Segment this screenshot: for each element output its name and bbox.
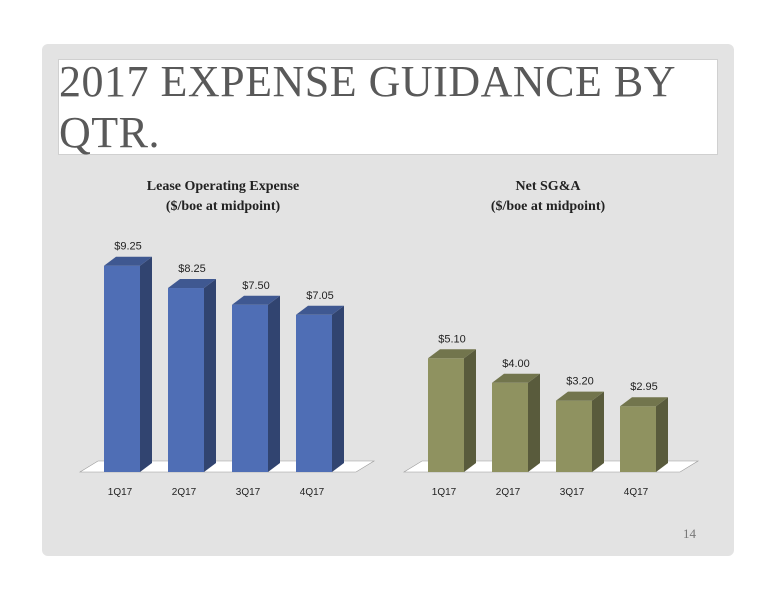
bar-side	[528, 373, 540, 472]
chart-title: Lease Operating Expense	[147, 179, 299, 194]
bar	[296, 305, 344, 472]
category-label: 4Q17	[624, 487, 649, 498]
bar-front	[556, 400, 592, 472]
chart-subtitle: ($/boe at midpoint)	[166, 199, 281, 214]
bar	[232, 295, 280, 472]
data-label: $4.00	[502, 358, 530, 370]
data-label: $5.10	[438, 333, 466, 345]
bar-top	[492, 373, 540, 383]
bar-front	[104, 265, 140, 472]
bar	[556, 391, 604, 472]
category-label: 3Q17	[236, 487, 261, 498]
bar-top	[296, 305, 344, 315]
category-label: 1Q17	[108, 487, 133, 498]
bar-top	[620, 397, 668, 407]
bar-side	[268, 295, 280, 472]
bar-front	[492, 382, 528, 472]
bar	[620, 397, 668, 472]
data-label: $7.50	[242, 280, 270, 292]
data-label: $8.25	[178, 263, 206, 275]
page-number: 14	[683, 526, 696, 541]
bar-front	[428, 358, 464, 472]
bar-side	[592, 391, 604, 472]
bar-top	[232, 295, 280, 305]
bar-side	[656, 397, 668, 472]
chart-net-sga: Net SG&A ($/boe at midpoint) $5.10 1Q17 $4…	[402, 179, 700, 498]
data-label: $9.25	[114, 241, 142, 253]
bar	[492, 373, 540, 472]
bar-front	[168, 288, 204, 472]
bar-top	[556, 391, 604, 401]
category-label: 4Q17	[300, 487, 325, 498]
bar-front	[296, 314, 332, 472]
category-label: 3Q17	[560, 487, 585, 498]
bar	[168, 279, 216, 472]
bar-top	[428, 349, 476, 359]
data-label: $3.20	[566, 376, 594, 388]
bar-front	[232, 304, 268, 472]
data-label: $7.05	[306, 290, 334, 302]
category-label: 2Q17	[496, 487, 521, 498]
bar	[104, 256, 152, 472]
chart-lease-operating-expense: Lease Operating Expense ($/boe at midpoi…	[78, 179, 376, 498]
category-label: 1Q17	[432, 487, 457, 498]
chart-title: Net SG&A	[516, 179, 582, 194]
bar	[428, 349, 476, 472]
bar-side	[140, 256, 152, 472]
slide-title: 2017 EXPENSE GUIDANCE BY QTR.	[59, 57, 675, 157]
bar-top	[168, 279, 216, 289]
category-label: 2Q17	[172, 487, 197, 498]
data-label: $2.95	[630, 381, 658, 393]
bar-side	[332, 305, 344, 472]
bar-side	[204, 279, 216, 472]
chart-subtitle: ($/boe at midpoint)	[491, 199, 606, 214]
bar-side	[464, 349, 476, 472]
bar-top	[104, 256, 152, 266]
bar-front	[620, 406, 656, 472]
title-box: 2017 EXPENSE GUIDANCE BY QTR.	[58, 57, 718, 157]
